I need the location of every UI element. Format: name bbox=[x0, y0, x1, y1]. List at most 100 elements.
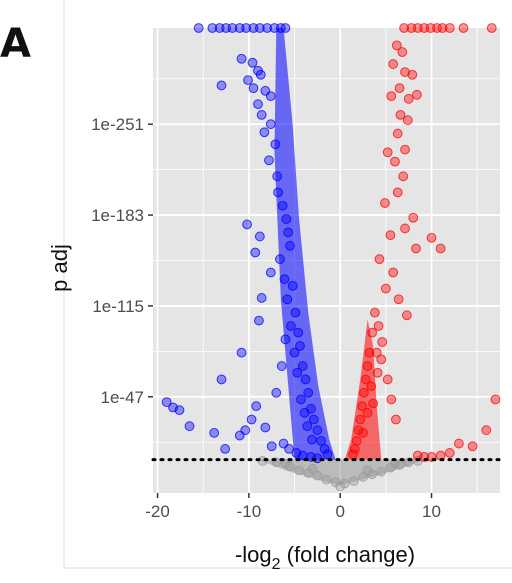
down-point bbox=[293, 327, 304, 338]
up-point bbox=[349, 444, 360, 454]
not_significant-point bbox=[335, 481, 346, 492]
down-point bbox=[312, 425, 323, 436]
up-point bbox=[392, 187, 403, 198]
up-point bbox=[490, 394, 501, 405]
down-point bbox=[251, 401, 262, 412]
down-point bbox=[322, 449, 333, 460]
down-point bbox=[265, 119, 276, 130]
panel-label: A bbox=[0, 21, 31, 67]
not_significant-point bbox=[321, 474, 332, 485]
up-point bbox=[388, 267, 399, 278]
up-point bbox=[382, 147, 393, 158]
down-regulated-points bbox=[161, 23, 336, 464]
up-point bbox=[380, 283, 391, 294]
down-point bbox=[308, 414, 319, 425]
up-point bbox=[386, 394, 397, 405]
up-point bbox=[367, 327, 378, 338]
up-point bbox=[395, 109, 406, 120]
x-axis-title-prefix: -log bbox=[235, 542, 272, 567]
up-point bbox=[411, 243, 421, 254]
down-point bbox=[265, 267, 276, 278]
down-point bbox=[277, 200, 288, 211]
down-point bbox=[287, 280, 298, 291]
down-point bbox=[285, 321, 296, 331]
down-point bbox=[299, 407, 310, 418]
down-point bbox=[242, 219, 252, 230]
x-tick-label: -10 bbox=[237, 502, 262, 521]
up-point bbox=[393, 294, 404, 305]
up-point bbox=[386, 91, 397, 102]
down-point bbox=[279, 274, 290, 285]
up-point bbox=[392, 128, 403, 139]
down-point bbox=[254, 231, 265, 242]
down-point bbox=[297, 361, 308, 371]
down-point bbox=[241, 23, 252, 33]
up-point bbox=[435, 243, 446, 254]
up-point bbox=[426, 232, 437, 243]
up-point bbox=[400, 223, 410, 234]
up-point bbox=[444, 448, 455, 458]
not_significant-point bbox=[294, 465, 305, 476]
up-point bbox=[358, 427, 368, 438]
down-point bbox=[281, 214, 292, 224]
down-point bbox=[319, 444, 330, 454]
not_significant-point bbox=[307, 464, 318, 474]
down-point bbox=[184, 421, 195, 432]
y-tick-label: 1e-183 bbox=[91, 206, 144, 225]
up-regulated-points bbox=[344, 23, 501, 462]
down-point bbox=[300, 374, 311, 385]
x-tick-label: 10 bbox=[422, 502, 441, 521]
down-point bbox=[290, 307, 301, 318]
not_significant-point bbox=[348, 476, 359, 486]
up-point bbox=[376, 354, 387, 365]
up-point bbox=[407, 69, 418, 80]
up-point bbox=[366, 381, 377, 392]
down-point bbox=[236, 347, 247, 358]
down-point bbox=[216, 80, 227, 91]
down-point bbox=[282, 294, 293, 305]
down-point bbox=[265, 91, 276, 102]
down-point bbox=[292, 367, 303, 378]
down-point bbox=[285, 240, 295, 251]
down-point bbox=[295, 341, 305, 351]
down-point bbox=[303, 387, 314, 398]
up-point bbox=[408, 212, 419, 223]
down-point bbox=[266, 441, 277, 452]
down-point bbox=[316, 435, 326, 446]
up-point bbox=[362, 361, 373, 371]
down-point bbox=[271, 387, 282, 398]
y-tick-label: 1e-251 bbox=[91, 115, 144, 134]
down-point bbox=[243, 75, 253, 86]
up-point bbox=[348, 449, 358, 460]
up-point bbox=[467, 441, 478, 452]
up-point bbox=[359, 387, 369, 398]
up-point bbox=[372, 367, 383, 378]
x-axis-title-suffix: (fold change) bbox=[281, 542, 416, 567]
up-point bbox=[398, 171, 409, 182]
down-point bbox=[209, 427, 220, 438]
up-point bbox=[362, 407, 373, 418]
down-point bbox=[306, 434, 317, 445]
down-point bbox=[270, 139, 281, 150]
up-point bbox=[391, 40, 402, 51]
not_significant-point bbox=[280, 458, 291, 469]
down-point bbox=[193, 23, 204, 33]
down-point bbox=[283, 227, 294, 238]
down-point bbox=[216, 374, 227, 385]
up-point bbox=[432, 23, 442, 33]
not_significant-point bbox=[358, 472, 368, 482]
not-significant-points bbox=[257, 456, 423, 492]
y-axis-ticks: 1e-47 1e-115 1e-183 1e-251 bbox=[91, 115, 153, 407]
up-point bbox=[374, 254, 385, 265]
down-point bbox=[256, 293, 267, 303]
not_significant-point bbox=[376, 466, 387, 477]
down-point bbox=[220, 444, 231, 454]
major-gridlines bbox=[153, 28, 500, 493]
up-point bbox=[377, 337, 388, 347]
down-point bbox=[174, 405, 185, 416]
down-point bbox=[273, 187, 284, 198]
not_significant-point bbox=[362, 465, 373, 476]
down-point bbox=[246, 414, 257, 425]
up-point bbox=[402, 115, 413, 126]
x-axis-title: -log2 (fold change) bbox=[235, 542, 415, 573]
